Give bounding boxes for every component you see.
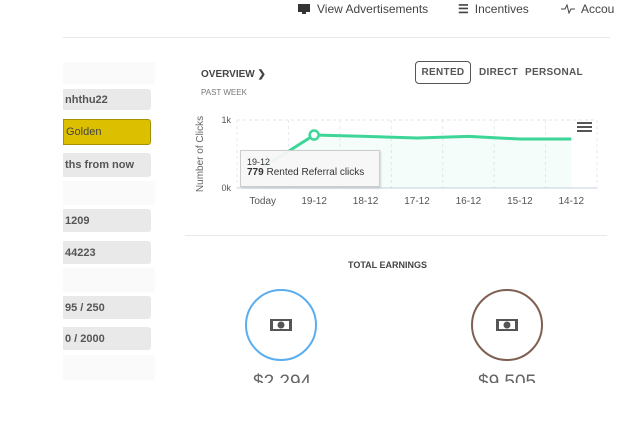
- divider: [185, 235, 607, 236]
- stat-field: 1209: [63, 209, 151, 232]
- earnings-amount: $9,505: [478, 372, 537, 383]
- divider: [63, 37, 610, 38]
- activity-icon: [561, 4, 575, 14]
- sidebar-spacer: [63, 181, 155, 205]
- money-icon: [270, 319, 292, 331]
- x-tick-label: 17-12: [404, 196, 430, 207]
- sidebar-spacer: [63, 62, 155, 84]
- x-tick-label: 19-12: [301, 196, 327, 207]
- x-tick-label: 18-12: [353, 196, 379, 207]
- nav-account[interactable]: Accou: [561, 2, 614, 16]
- chart-tooltip: 19-12 779 Rented Referral clicks: [240, 150, 380, 187]
- nav-label: Accou: [581, 2, 615, 16]
- expiry-field: ths from now: [63, 153, 151, 177]
- earnings-amount: $2,294: [253, 372, 312, 383]
- money-icon: [496, 319, 518, 331]
- limit-field: 0 / 2000: [63, 327, 151, 350]
- x-tick-label: 14-12: [558, 196, 584, 207]
- y-axis-label: Number of Clicks: [195, 116, 206, 192]
- sidebar-spacer: [63, 355, 155, 380]
- membership-badge: Golden: [63, 119, 151, 145]
- chart-menu-icon[interactable]: [577, 122, 592, 132]
- list-icon: ☰: [458, 2, 469, 16]
- overview-link[interactable]: OVERVIEW ❯: [201, 69, 266, 80]
- y-tick-label: 1k: [221, 115, 231, 125]
- total-earnings-title: TOTAL EARNINGS: [348, 260, 428, 270]
- nav-view-advertisements[interactable]: View Advertisements: [297, 2, 428, 16]
- stat-field: 44223: [63, 241, 151, 264]
- tab-rented[interactable]: RENTED: [415, 61, 471, 84]
- nav-label: View Advertisements: [317, 2, 429, 16]
- tab-direct[interactable]: DIRECT: [479, 67, 519, 78]
- username-field: nhthu22: [63, 89, 151, 110]
- limit-field: 95 / 250: [63, 296, 151, 319]
- x-tick-label: Today: [249, 196, 276, 207]
- x-tick-label: 16-12: [456, 196, 482, 207]
- overview-subtitle: PAST WEEK: [201, 88, 247, 97]
- y-tick-label: 0k: [221, 183, 231, 193]
- sidebar-spacer: [63, 268, 155, 292]
- monitor-icon: [298, 4, 310, 14]
- earnings-circle-2: [471, 289, 543, 361]
- tab-personal[interactable]: PERSONAL: [525, 67, 583, 78]
- nav-incentives[interactable]: ☰ Incentives: [458, 2, 529, 16]
- data-point-highlight: [308, 129, 320, 141]
- nav-label: Incentives: [474, 2, 529, 16]
- chevron-right-icon: ❯: [257, 69, 266, 80]
- earnings-circle-1: [245, 289, 317, 361]
- x-tick-label: 15-12: [507, 196, 533, 207]
